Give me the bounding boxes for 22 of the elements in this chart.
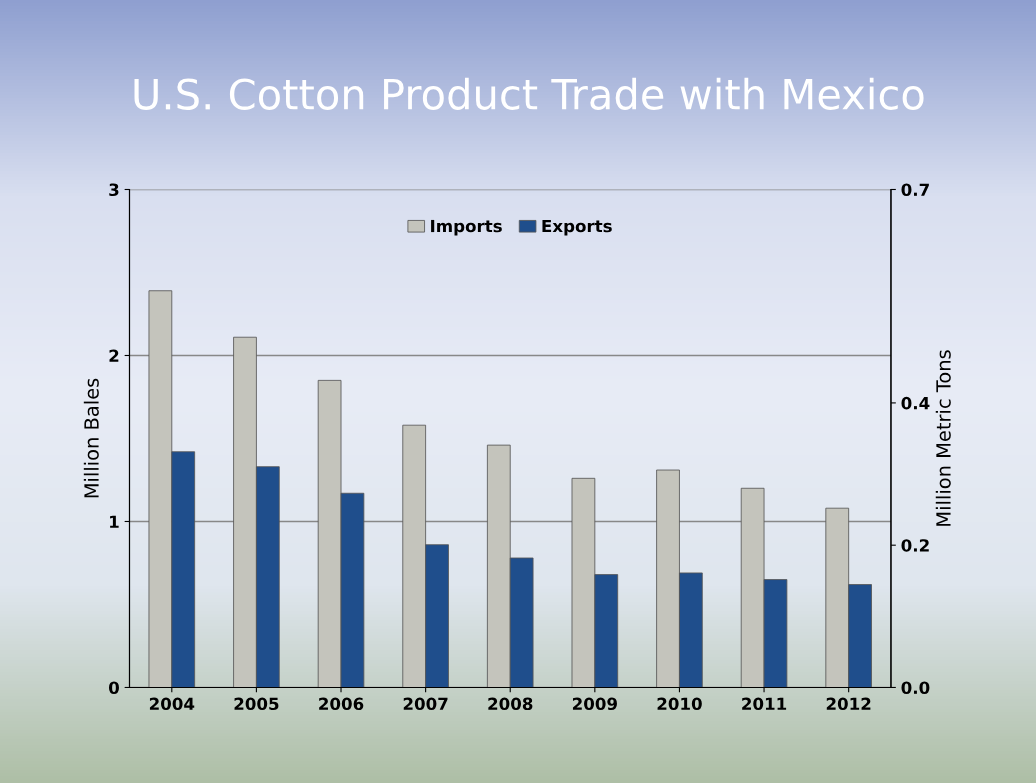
y-tick-label: 0 [108,681,119,695]
x-tick-label: 2004 [149,697,195,711]
y-tick-label: 2 [109,349,119,362]
y2-tick-label: 0.0 [901,681,930,695]
x-tick-label: 2011 [742,697,787,711]
y-tick-label: 1 [110,515,119,528]
y-tick-label: 3 [109,183,119,197]
x-tick-label: 2008 [488,697,533,711]
y2-axis-title: Million Metric Tons [935,350,951,526]
x-tick-label: 2007 [403,697,448,711]
legend-label: Imports [431,219,502,236]
x-tick-label: 2006 [319,697,364,711]
y-axis-title: Million Bales [83,378,99,498]
x-tick-label: 2005 [234,697,279,711]
x-tick-label: 2010 [657,697,702,711]
x-tick-label: 2012 [826,697,871,711]
legend-label: Exports [542,219,612,236]
y2-tick-label: 0.4 [901,396,930,410]
x-tick-label: 2009 [572,697,617,711]
chart-title: U.S. Cotton Product Trade with Mexico [134,77,924,110]
y2-tick-label: 0.7 [901,183,929,197]
y2-tick-label: 0.2 [901,539,929,552]
